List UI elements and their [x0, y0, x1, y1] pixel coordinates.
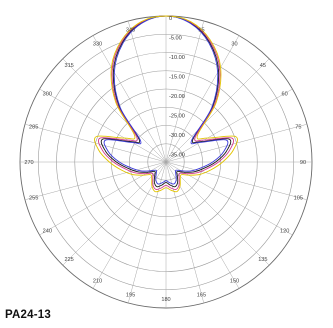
grid-spoke: [165, 20, 205, 163]
angle-tick-label: 300: [43, 92, 52, 98]
grid-spoke: [165, 88, 293, 163]
grid-spoke: [165, 161, 240, 289]
angle-tick-label: 60: [282, 92, 288, 98]
series-line: [98, 15, 234, 190]
radial-tick-label: -35.00: [169, 153, 185, 159]
angle-tick-label: 105: [294, 195, 303, 201]
angle-tick-label: 330: [93, 41, 102, 47]
angle-tick-label: 30: [231, 41, 237, 47]
angle-tick-label: 345: [126, 28, 135, 34]
grid-spoke: [165, 161, 293, 236]
grid-spoke: [39, 161, 167, 236]
radial-tick-label: 0: [169, 16, 172, 22]
radial-tick-label: -15.00: [169, 75, 185, 81]
angle-tick-label: 270: [24, 160, 33, 166]
polar-grid: [19, 15, 313, 309]
grid-spoke: [165, 35, 240, 163]
series-layer: [94, 15, 238, 193]
series-line: [103, 15, 229, 185]
angle-tick-label: 90: [300, 160, 306, 166]
angle-tick-label: 195: [126, 292, 135, 298]
grid-spoke: [165, 58, 270, 163]
grid-spoke: [127, 161, 167, 304]
angle-tick-label: 135: [258, 257, 267, 263]
angle-tick-label: 255: [29, 195, 38, 201]
radial-tick-label: -20.00: [169, 94, 185, 100]
angle-tick-label: 150: [230, 279, 239, 285]
angle-tick-label: 45: [260, 63, 266, 69]
radial-tick-label: -25.00: [169, 114, 185, 120]
angle-tick-label: 15: [198, 28, 204, 34]
grid-spoke: [62, 161, 167, 266]
model-label: PA24-13: [5, 309, 51, 321]
grid-spoke: [92, 161, 167, 289]
series-line: [94, 15, 238, 193]
angle-tick-label: 75: [295, 125, 301, 131]
grid-spoke: [92, 35, 167, 163]
angle-tick-label: 225: [64, 257, 73, 263]
angle-tick-label: 240: [43, 229, 52, 235]
angle-tick-label: 210: [93, 279, 102, 285]
series-line: [100, 15, 232, 188]
grid-spoke: [165, 161, 270, 266]
radial-tick-label: -30.00: [169, 133, 185, 139]
angle-tick-label: 165: [197, 292, 206, 298]
angle-tick-label: 120: [280, 229, 289, 235]
axis-labels: 15 30 45 60 75 90 105 120 135 150 165 180 195 210 225 2…: [24, 16, 306, 303]
grid-spoke: [165, 161, 308, 201]
grid-spoke: [39, 88, 167, 163]
grid-spoke: [127, 20, 167, 163]
angle-tick-label: 180: [161, 297, 170, 303]
radial-tick-label: -5.00: [169, 36, 182, 42]
grid-spoke: [62, 58, 167, 163]
angle-tick-label: 315: [64, 63, 73, 69]
angle-tick-label: 285: [29, 125, 38, 131]
grid-spoke: [24, 161, 167, 201]
radial-tick-label: -10.00: [169, 55, 185, 61]
grid-spoke: [165, 161, 205, 304]
